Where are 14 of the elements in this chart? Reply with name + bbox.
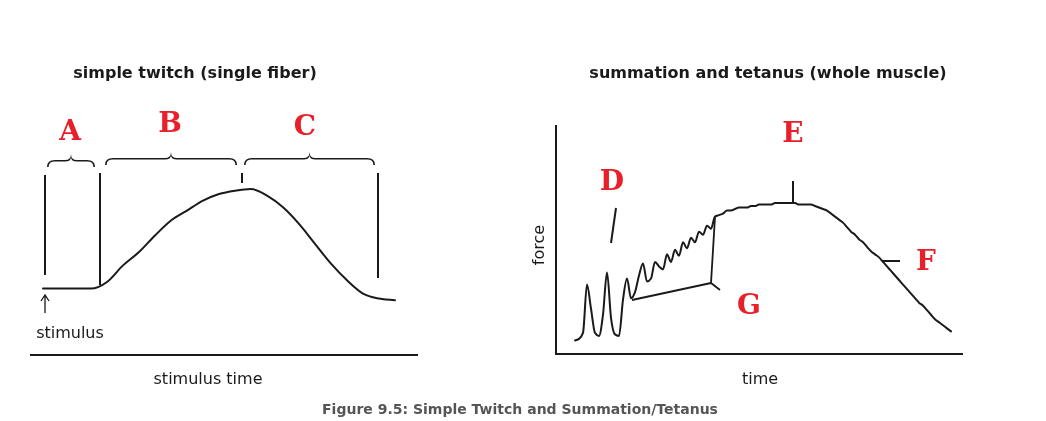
text: C <box>293 109 317 142</box>
text: E <box>782 116 804 149</box>
y-axis-title: force <box>529 224 548 266</box>
text: A <box>58 114 83 147</box>
annotation: G <box>737 288 761 321</box>
caption: Figure 9.5: Simple Twitch and Summation/Tetanus <box>322 401 718 417</box>
chart-title: simple twitch (single fiber) <box>73 63 317 82</box>
text: B <box>158 106 182 139</box>
text: D <box>599 164 625 197</box>
chart-title: summation and tetanus (whole muscle) <box>589 63 947 82</box>
annotation: F <box>916 244 937 277</box>
annotation: stimulus <box>36 323 104 342</box>
x-axis-title: stimulus time <box>153 369 263 388</box>
x-axis-title: time <box>741 369 779 388</box>
